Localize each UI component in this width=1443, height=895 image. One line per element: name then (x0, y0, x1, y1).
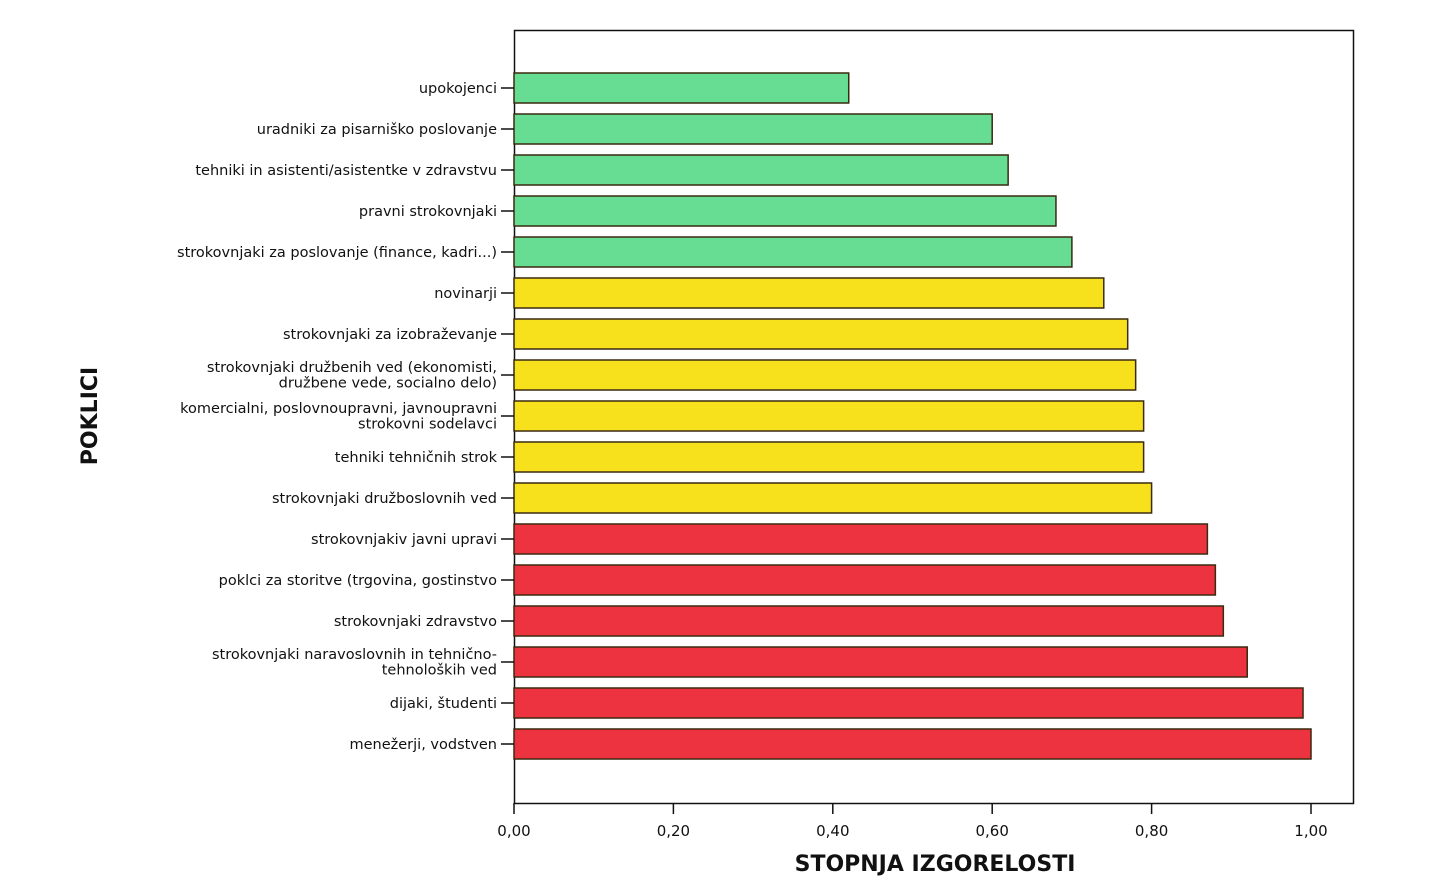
y-axis-title: POKLICI (78, 367, 103, 465)
bar (513, 523, 1209, 555)
y-tick-label: poklci za storitve (trgovina, gostinstvo (219, 573, 497, 589)
x-tick-label: 1,00 (1294, 822, 1327, 840)
y-tick-label: strokovnjakiv javni upravi (311, 532, 497, 548)
y-tick-label: upokojenci (419, 81, 497, 97)
bar (513, 687, 1304, 719)
bar (513, 318, 1129, 350)
y-tick-label: strokovnjaki družbenih ved (ekonomisti, (207, 360, 497, 376)
x-tick-label: 0,80 (1135, 822, 1168, 840)
bar (513, 605, 1225, 637)
x-tick-label: 0,60 (975, 822, 1008, 840)
bar (513, 195, 1057, 227)
y-tick-label: uradniki za pisarniško poslovanje (257, 122, 497, 138)
y-tick-label: strokovnjaki naravoslovnih in tehnično- (212, 647, 497, 663)
y-tick-label: tehniki in asistenti/asistentke v zdravs… (195, 163, 497, 179)
y-tick-label: strokovnjaki za izobraževanje (283, 327, 497, 343)
bar (513, 72, 850, 104)
y-tick-label: strokovnjaki za poslovanje (finance, kad… (177, 245, 497, 261)
bar (513, 400, 1145, 432)
bar (513, 113, 993, 145)
y-tick-label: komercialni, poslovnoupravni, javnouprav… (180, 401, 497, 417)
y-tick-label: družbene vede, socialno delo) (279, 376, 497, 392)
x-tick-label: 0,20 (657, 822, 690, 840)
y-tick-label: strokovni sodelavci (358, 417, 497, 433)
bar (513, 564, 1217, 596)
bar (513, 236, 1073, 268)
bar (513, 441, 1145, 473)
bar (513, 154, 1009, 186)
y-tick-label: menežerji, vodstven (349, 737, 497, 753)
y-tick-label: strokovnjaki zdravstvo (334, 614, 497, 630)
x-tick-label: 0,00 (497, 822, 530, 840)
bars-group: upokojenci uradniki za pisarniško poslova… (177, 72, 1312, 760)
bar (513, 277, 1105, 309)
bar (513, 482, 1153, 514)
y-tick-label: novinarji (434, 286, 497, 302)
y-tick-label: pravni strokovnjaki (359, 204, 497, 220)
y-tick-label: dijaki, študenti (390, 696, 497, 712)
bar (513, 728, 1312, 760)
x-axis-title: STOPNJA IZGORELOSTI (795, 852, 1076, 877)
y-tick-label: tehniki tehničnih strok (335, 450, 498, 466)
x-tick-label: 0,40 (816, 822, 849, 840)
y-tick-label: strokovnjaki družboslovnih ved (272, 491, 497, 507)
x-axis: 0,00 0,20 0,40 0,60 0,80 1,00 (497, 803, 1328, 840)
y-tick-label: tehnoloških ved (382, 663, 497, 679)
bar (513, 359, 1137, 391)
bar (513, 646, 1248, 678)
